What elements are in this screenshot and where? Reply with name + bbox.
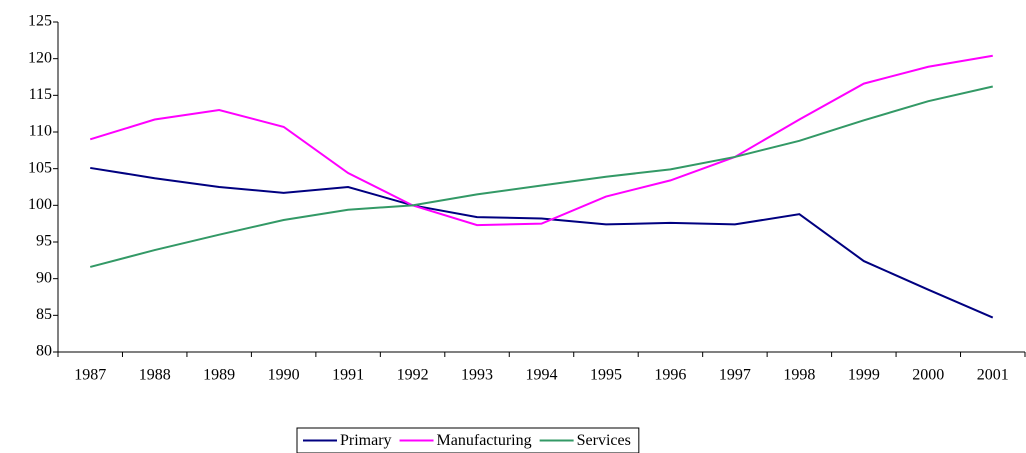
y-tick-label: 105 (28, 159, 52, 176)
legend-label: Services (577, 432, 631, 449)
y-tick-label: 85 (36, 306, 52, 323)
legend-label: Manufacturing (437, 432, 532, 449)
series-line (89, 54, 993, 227)
x-tick-label: 1999 (848, 367, 880, 384)
x-tick-label: 1987 (74, 367, 106, 384)
y-tick-label: 120 (28, 49, 52, 66)
y-tick-label: 100 (28, 196, 52, 213)
series-line (89, 85, 993, 268)
series-line (90, 166, 994, 319)
y-tick-label: 110 (29, 123, 52, 140)
x-tick-label: 2000 (912, 367, 944, 384)
y-tick-label: 95 (36, 233, 52, 250)
legend: Primary Manufacturing Services (296, 427, 640, 453)
x-tick-label: 1991 (332, 367, 364, 384)
x-tick-label: 1988 (139, 367, 171, 384)
legend-label: Primary (340, 432, 392, 449)
y-tick-label: 125 (28, 13, 52, 30)
x-tick-label: 1996 (654, 367, 686, 384)
x-tick-label: 1992 (397, 367, 429, 384)
x-tick-label: 1998 (783, 367, 815, 384)
x-tick-label: 1989 (203, 367, 235, 384)
x-tick-label: 1990 (268, 367, 300, 384)
legend-box (296, 427, 640, 453)
x-tick-label: 2001 (977, 367, 1009, 384)
x-tick-label: 1993 (461, 367, 493, 384)
y-tick-label: 115 (29, 86, 52, 103)
x-tick-label: 1995 (590, 367, 622, 384)
x-tick-label: 1994 (526, 367, 558, 384)
x-tick-label: 1997 (719, 367, 751, 384)
y-tick-label: 90 (36, 269, 52, 286)
y-tick-label: 80 (36, 343, 52, 360)
